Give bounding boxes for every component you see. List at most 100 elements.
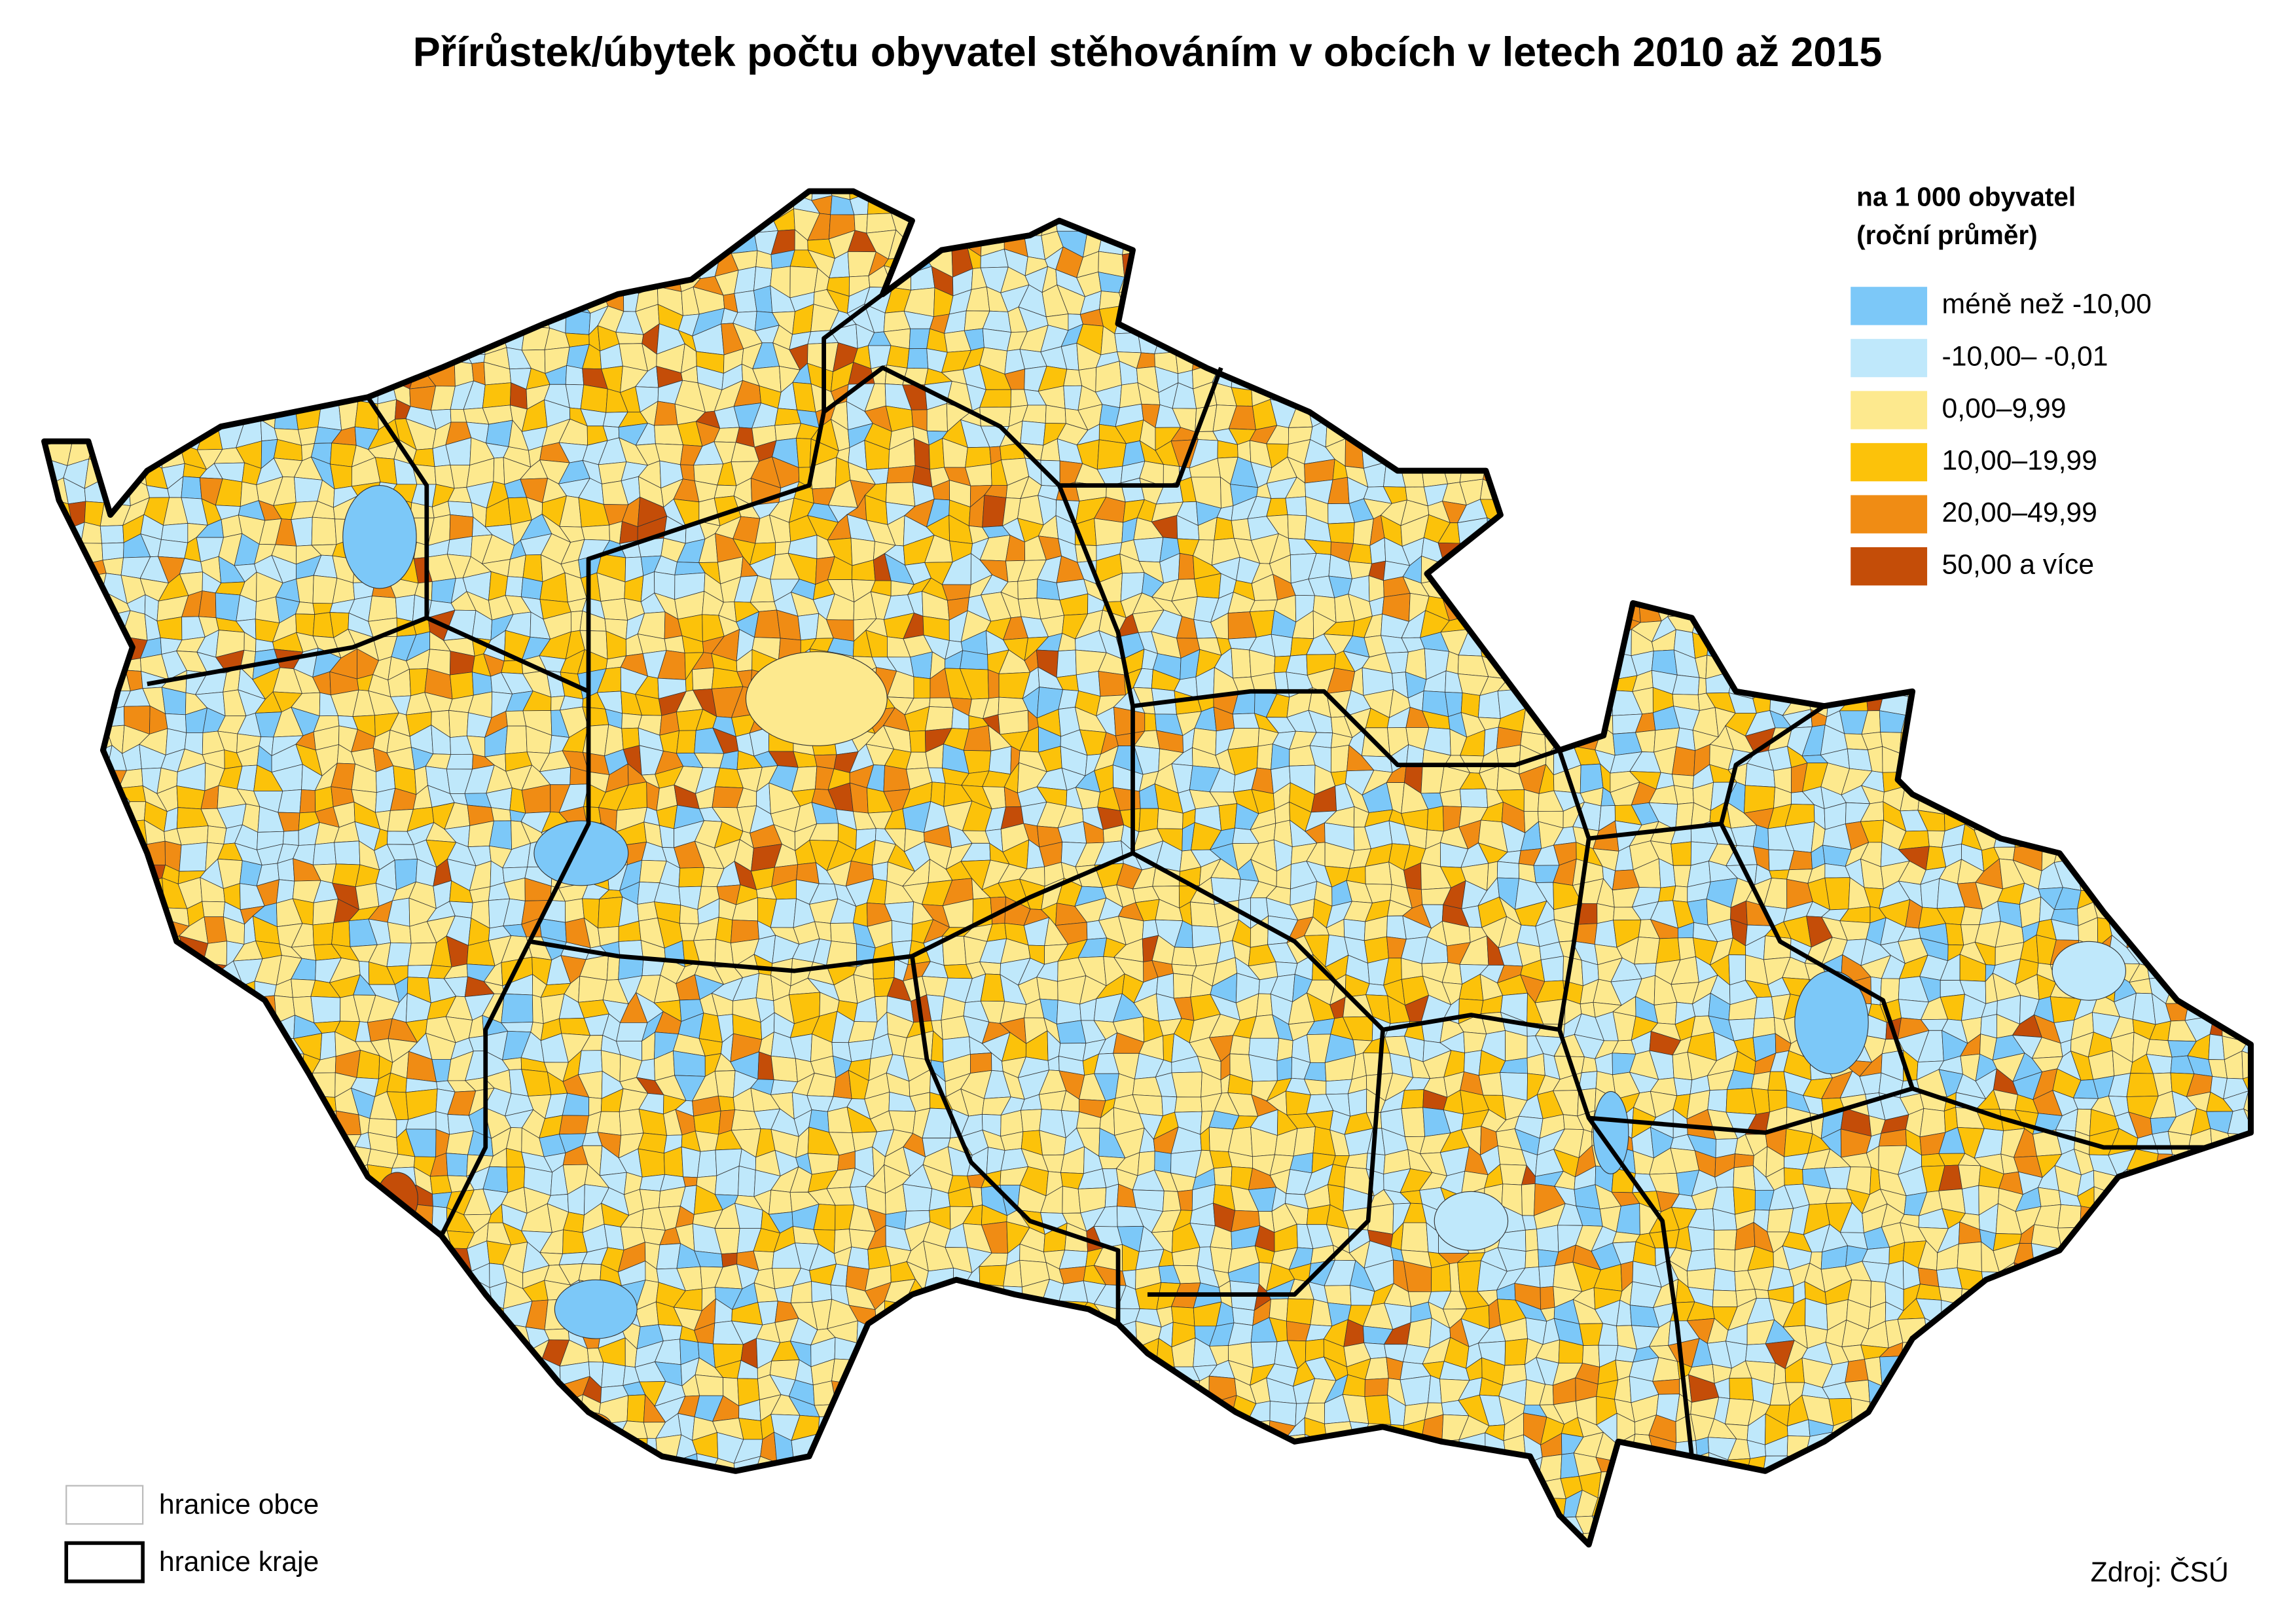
municipality (82, 325, 113, 355)
municipality (44, 899, 47, 921)
municipality (1192, 1567, 1220, 1587)
municipality (581, 1515, 602, 1539)
municipality (909, 328, 930, 350)
municipality (65, 1453, 94, 1475)
municipality (278, 1413, 302, 1440)
municipality (219, 191, 240, 217)
municipality (298, 1456, 317, 1482)
municipality (280, 1356, 304, 1388)
municipality (617, 210, 647, 240)
municipality (1212, 1588, 1237, 1605)
municipality (44, 899, 66, 924)
municipality (1233, 330, 1258, 354)
municipality (369, 1242, 400, 1272)
municipality (394, 1460, 416, 1478)
municipality (470, 1496, 496, 1520)
municipality (1000, 1473, 1025, 1498)
municipality (350, 1453, 371, 1484)
municipality (121, 1375, 150, 1407)
municipality (1237, 227, 1256, 257)
municipality (490, 807, 511, 821)
municipality (967, 1326, 987, 1350)
municipality (166, 1170, 189, 1192)
municipality (310, 256, 338, 274)
municipality (46, 1149, 67, 1173)
municipality (81, 922, 109, 947)
municipality (406, 1472, 437, 1500)
municipality (888, 1548, 915, 1578)
municipality (44, 1453, 66, 1475)
municipality (520, 1396, 551, 1417)
municipality (656, 191, 685, 200)
municipality (239, 1614, 264, 1624)
municipality (336, 191, 354, 197)
municipality (119, 1185, 142, 1210)
municipality (44, 1358, 50, 1384)
municipality (486, 420, 513, 447)
municipality (791, 1530, 818, 1545)
municipality (48, 674, 75, 695)
municipality (701, 1495, 721, 1520)
municipality (198, 1434, 221, 1458)
municipality (1001, 1377, 1031, 1406)
municipality (1248, 211, 1276, 234)
municipality (566, 1608, 583, 1624)
municipality (1084, 1571, 1106, 1597)
municipality (721, 191, 743, 193)
municipality (406, 1493, 433, 1522)
municipality (386, 942, 412, 967)
municipality (219, 1434, 239, 1460)
municipality (336, 1270, 362, 1291)
municipality (120, 1092, 151, 1121)
municipality (198, 1420, 226, 1440)
municipality (274, 1456, 304, 1483)
municipality (180, 1436, 208, 1457)
municipality (539, 1451, 568, 1475)
municipality (905, 230, 935, 258)
municipality (1059, 1365, 1087, 1386)
municipality (941, 1301, 968, 1327)
municipality (103, 1590, 126, 1615)
municipality (88, 1262, 109, 1291)
municipality (160, 234, 183, 250)
municipality (278, 1260, 295, 1289)
municipality (854, 213, 868, 234)
municipality (69, 1089, 93, 1113)
municipality (386, 1339, 419, 1365)
municipality (44, 573, 51, 603)
municipality (501, 993, 533, 1024)
municipality (44, 1394, 54, 1422)
municipality (332, 228, 353, 261)
municipality (848, 1567, 876, 1587)
municipality (314, 1337, 343, 1364)
municipality (718, 1495, 741, 1520)
municipality (1191, 312, 1217, 328)
municipality (886, 1471, 910, 1500)
municipality (320, 1324, 340, 1348)
municipality (72, 1205, 93, 1235)
municipality (1004, 1511, 1026, 1532)
municipality (215, 994, 242, 1020)
municipality (80, 1223, 113, 1252)
municipality (162, 191, 188, 222)
municipality (45, 1356, 73, 1384)
municipality (314, 1442, 339, 1464)
municipality (218, 1115, 244, 1140)
municipality (600, 598, 628, 621)
municipality (807, 1587, 831, 1616)
municipality (356, 1355, 377, 1385)
municipality (178, 285, 206, 310)
municipality (847, 1246, 870, 1270)
municipality (127, 1229, 144, 1252)
municipality (579, 1570, 603, 1596)
municipality (579, 214, 609, 239)
municipality (1175, 191, 1202, 218)
municipality (1100, 216, 1127, 237)
municipality (349, 1306, 379, 1326)
municipality (46, 1284, 75, 1310)
municipality (524, 1574, 549, 1592)
municipality (315, 1585, 340, 1606)
municipality (371, 1375, 395, 1403)
municipality (253, 191, 280, 202)
municipality (1076, 1434, 1104, 1456)
